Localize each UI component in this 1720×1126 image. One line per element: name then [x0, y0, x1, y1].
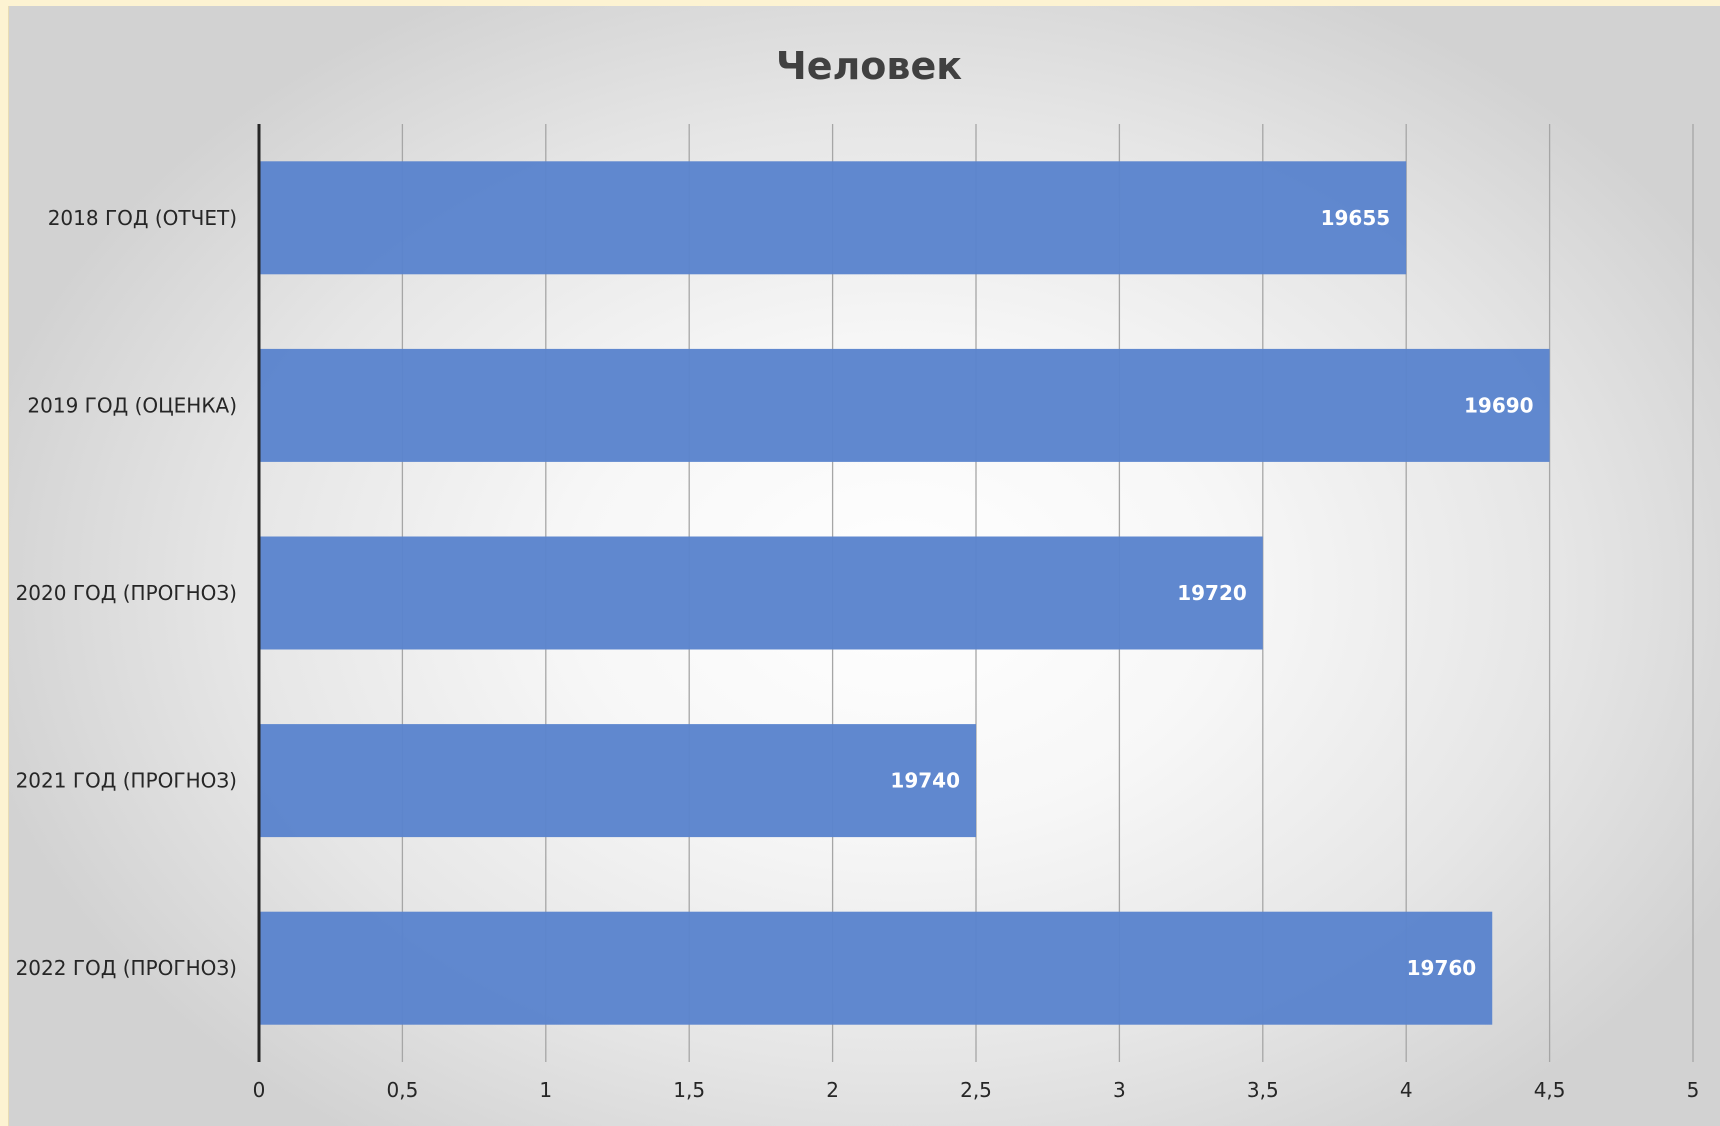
x-tick-label: 2,5 [960, 1078, 992, 1102]
chart-title: Человек [776, 44, 962, 88]
bar [259, 536, 1263, 650]
bar-chart: Человек 0 0,5 1 1,5 2 2,5 3 3,5 4 4,5 5 2018 ГОД (О… [16, 44, 1700, 1102]
bar [259, 161, 1407, 275]
x-tick-label: 1 [539, 1078, 552, 1102]
data-label: 19690 [1464, 393, 1534, 417]
x-tick-label: 0,5 [386, 1078, 418, 1102]
category-label: 2020 ГОД (ПРОГНОЗ) [16, 581, 237, 605]
chart-frame: Человек 0 0,5 1 1,5 2 2,5 3 3,5 4 4,5 5 2018 ГОД (О… [8, 6, 1720, 1126]
data-label: 19760 [1407, 956, 1477, 980]
data-label: 19655 [1321, 206, 1391, 230]
bars [259, 161, 1550, 1025]
x-tick-label: 2 [826, 1078, 839, 1102]
bar [259, 911, 1493, 1025]
category-label: 2022 ГОД (ПРОГНОЗ) [16, 956, 237, 980]
bar [259, 724, 976, 838]
x-tick-label: 1,5 [673, 1078, 705, 1102]
x-tick-label: 5 [1687, 1078, 1700, 1102]
x-tick-label: 3,5 [1247, 1078, 1279, 1102]
x-tick-label: 3 [1113, 1078, 1126, 1102]
x-tick-label: 4 [1400, 1078, 1413, 1102]
labels: 0 0,5 1 1,5 2 2,5 3 3,5 4 4,5 5 2018 ГОД (ОТЧЕТ) 196… [16, 206, 1700, 1102]
bar [259, 348, 1550, 462]
data-label: 19740 [890, 769, 960, 793]
category-label: 2018 ГОД (ОТЧЕТ) [48, 206, 237, 230]
x-tick-label: 4,5 [1534, 1078, 1566, 1102]
category-label: 2019 ГОД (ОЦЕНКА) [27, 393, 237, 417]
data-label: 19720 [1177, 581, 1247, 605]
x-tick-label: 0 [253, 1078, 266, 1102]
category-label: 2021 ГОД (ПРОГНОЗ) [16, 769, 237, 793]
